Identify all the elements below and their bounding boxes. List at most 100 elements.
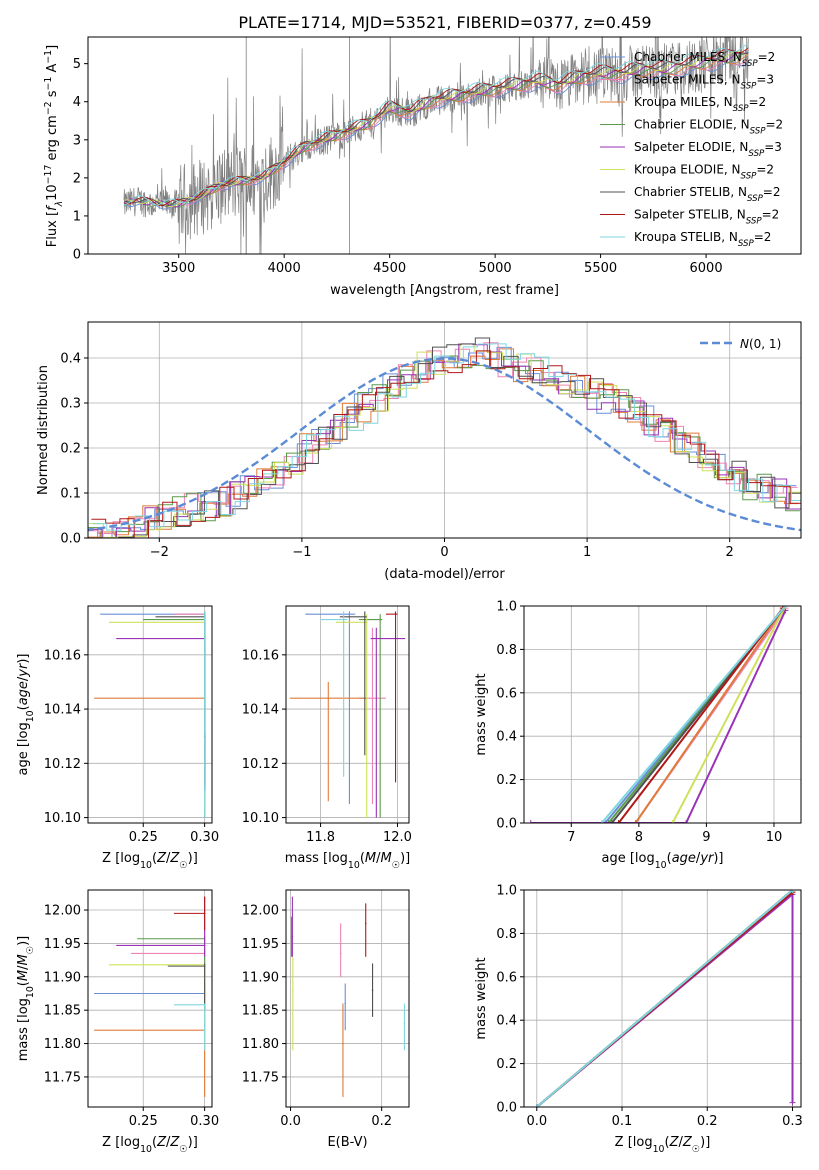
normal-curve-line (88, 357, 801, 532)
spectrum-panel: 3500 4000 4500 5000 5500 6000 0 1 2 3 4 5 wavelength… (43, 36, 802, 298)
age-vs-Z-plot-area (88, 606, 212, 823)
data-point (292, 989, 294, 991)
residual-histogram-line (88, 355, 800, 538)
mass-vs-EBV-panel: 0.0 0.2 11.75 11.80 11.85 11.90 11.95 12.00 E(B-… (242, 889, 410, 1150)
legend-entry: Kroupa ELODIE, NSSP=2 (634, 163, 774, 182)
mass-weight-vs-Z-xtick-label: 0.2 (697, 1114, 718, 1129)
spectrum-frame (87, 36, 802, 255)
mass-weight-vs-age-xtick-label: 7 (567, 830, 575, 845)
mass-weight-vs-Z-ytick-label: 0.4 (496, 1014, 517, 1029)
mass-vs-Z-xlabel: Z [log10(Z/Z☉)] (102, 1135, 198, 1155)
mass-weight-vs-age-ytick-label: 0.2 (496, 773, 517, 788)
mass-weight-vs-Z-ytick-label: 0.0 (496, 1101, 517, 1116)
mass-weight-vs-age-ytick-label: 0.4 (496, 730, 517, 745)
residuals-xtick-label: −1 (292, 545, 311, 560)
data-point (348, 613, 351, 615)
age-vs-mass-xtick-label: 11.8 (306, 830, 335, 845)
spectrum-ytick-label: 4 (73, 95, 81, 110)
mass-weight-marker (598, 820, 605, 823)
residuals-ytick-label: 0.2 (60, 442, 81, 457)
data-point (403, 1022, 406, 1025)
residual-histogram-line (89, 343, 801, 538)
age-vs-Z-ytick-label: 10.14 (44, 703, 81, 718)
mass-weight-marker (533, 1104, 540, 1107)
mass-vs-EBV-ytick-label: 11.75 (242, 1070, 279, 1085)
data-point (394, 613, 397, 615)
residuals-xlabel: (data-model)/error (384, 567, 505, 582)
mass-weight-vs-Z-xlabel: Z [log10(Z/Z☉)] (615, 1135, 711, 1155)
mass-vs-Z-ylabel: mass [log10(M/M☉)] (16, 936, 36, 1062)
age-vs-mass-ytick-label: 10.16 (242, 648, 279, 663)
model-spectrum-line (123, 47, 749, 207)
mass-weight-line (600, 606, 787, 823)
legend-entry: Salpeter ELODIE, NSSP=3 (634, 140, 782, 159)
mass-weight-vs-age-ytick-label: 0.6 (496, 686, 517, 701)
observed-spectrum-line (123, 37, 749, 254)
data-point (203, 618, 206, 621)
age-vs-Z-ytick-label: 10.10 (44, 811, 81, 826)
mass-weight-line (530, 609, 787, 823)
legend-entry: Kroupa MILES, NSSP=2 (634, 95, 766, 114)
mass-weight-marker (527, 820, 534, 823)
mass-weight-marker (782, 606, 789, 609)
data-point (371, 989, 374, 991)
mass-weight-vs-Z-ylabel: mass weight (474, 957, 489, 1039)
data-point (379, 618, 381, 621)
legend-entry: Chabrier STELIB, NSSP=2 (634, 185, 781, 204)
mass-vs-EBV-ytick-label: 12.00 (242, 904, 279, 919)
mass-weight-vs-age-xtick-label: 9 (702, 830, 710, 845)
mass-weight-vs-Z-panel: 0.0 0.1 0.2 0.3 0.0 0.2 0.4 0.6 0.8 1.0 Z [log10(Z… (474, 884, 803, 1155)
model-spectrum-line (123, 43, 749, 206)
mass-weight-marker (789, 890, 796, 893)
residuals-legend: N(0, 1) (700, 337, 781, 351)
data-point (363, 616, 366, 618)
spectrum-ytick-label: 2 (73, 171, 81, 186)
legend-entry: Salpeter MILES, NSSP=3 (634, 73, 774, 92)
legend-entry-text: N(0, 1) (740, 337, 781, 351)
mass-vs-Z-ytick-label: 12.00 (44, 904, 81, 919)
mass-weight-vs-age-ylabel: mass weight (474, 673, 489, 755)
mass-weight-line (617, 607, 784, 823)
age-vs-Z-ylabel: age [log10(age/yr)] (16, 653, 36, 775)
data-point (203, 944, 206, 947)
mass-vs-Z-ytick-label: 11.90 (44, 970, 81, 985)
data-point (203, 1004, 206, 1006)
legend-entry: Chabrier ELODIE, NSSP=2 (634, 118, 783, 137)
data-point (365, 621, 368, 624)
mass-vs-Z-ytick-label: 11.95 (44, 937, 81, 952)
mass-weight-vs-age-xlabel: age [log10(age/yr)] (601, 851, 723, 871)
age-vs-Z-xlabel: Z [log10(Z/Z☉)] (102, 851, 198, 871)
mass-weight-vs-age-frame (523, 605, 802, 824)
spectrum-xtick-label: 5000 (479, 261, 512, 276)
age-vs-Z-xtick-label: 0.30 (190, 830, 219, 845)
data-point (203, 912, 206, 915)
mass-vs-Z-xtick-label: 0.25 (129, 1114, 158, 1129)
mass-weight-line (671, 606, 787, 823)
residuals-xtick-label: 2 (726, 545, 734, 560)
legend-entry: Salpeter STELIB, NSSP=2 (634, 208, 779, 227)
residuals-ytick-label: 0.1 (60, 487, 81, 502)
data-point (364, 922, 367, 925)
mass-weight-marker (608, 820, 615, 823)
mass-weight-vs-age-ytick-label: 0.8 (496, 643, 517, 658)
data-point (327, 697, 330, 700)
mass-vs-EBV-xlabel: E(B-V) (327, 1135, 367, 1150)
mass-weight-vs-Z-frame (523, 889, 802, 1108)
mass-vs-EBV-ytick-label: 11.95 (242, 937, 279, 952)
age-vs-mass-ytick-label: 10.12 (242, 757, 279, 772)
residual-histogram-line (91, 350, 801, 538)
mass-weight-line (634, 607, 785, 823)
mass-weight-vs-Z-xtick-label: 0.3 (782, 1114, 803, 1129)
mass-vs-EBV-frame (285, 889, 410, 1108)
mass-vs-Z-ytick-label: 11.80 (44, 1037, 81, 1052)
data-point (371, 697, 374, 700)
mass-vs-Z-panel: 0.25 0.30 11.75 11.80 11.85 11.90 11.95 12.00 Z … (16, 889, 219, 1155)
mass-weight-marker (632, 820, 639, 823)
age-vs-Z-frame (87, 605, 213, 824)
age-vs-mass-ytick-label: 10.10 (242, 811, 279, 826)
mass-weight-vs-Z-plot-area (524, 890, 801, 1107)
mass-weight-vs-Z-xtick-label: 0.0 (526, 1114, 547, 1129)
residuals-ytick-label: 0.3 (60, 397, 81, 412)
mass-vs-EBV-ytick-label: 11.85 (242, 1004, 279, 1019)
mass-vs-EBV-xtick-label: 0.2 (371, 1114, 392, 1129)
